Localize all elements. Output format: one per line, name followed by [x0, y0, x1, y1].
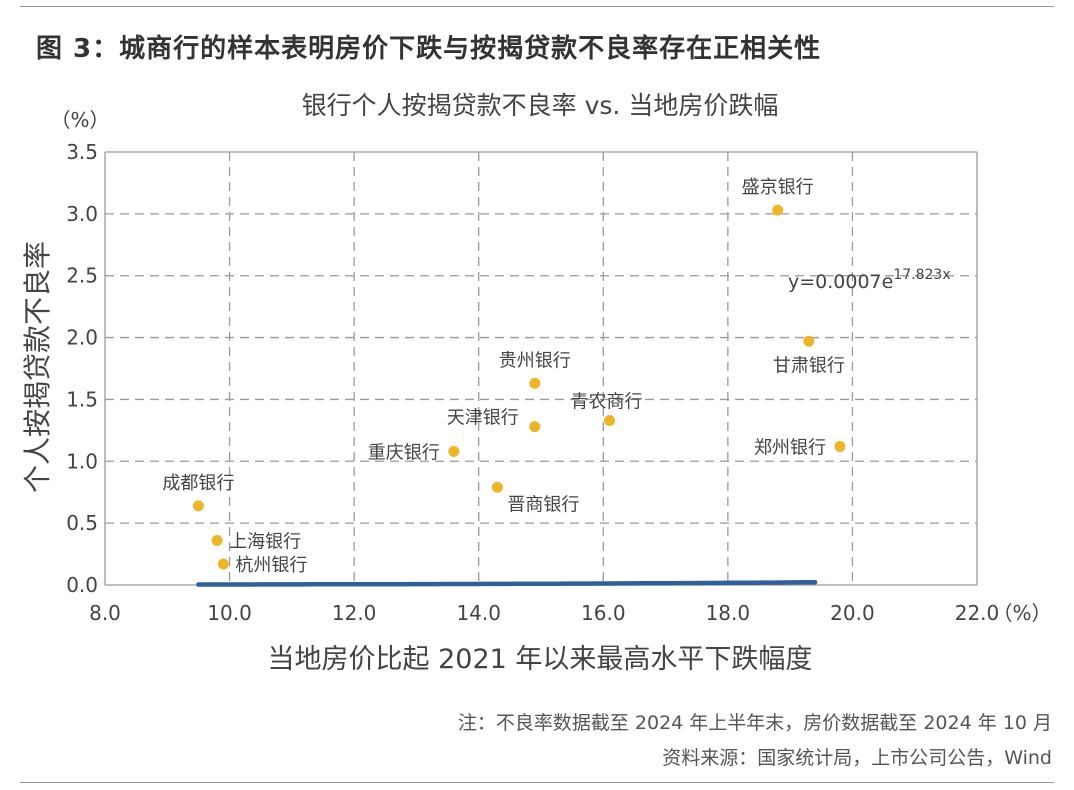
x-tick-label: 16.0	[581, 601, 626, 625]
y-axis-label: 个人按揭贷款不良率	[21, 241, 54, 493]
x-tick-label: 12.0	[332, 601, 377, 625]
bottom-rule	[20, 782, 1054, 783]
data-point	[604, 414, 616, 426]
tick-labels: 8.0 10.0 12.0 14.0 16.0 18.0 20.0 22.0 0.0 0.5 1.0…	[66, 140, 999, 625]
trendline-layer: y=0.0007e17.823x	[196, 267, 951, 587]
point-label: 盛京银行	[742, 177, 814, 198]
x-axis-label: 当地房价比起 2021 年以来最高水平下跌幅度	[268, 644, 813, 675]
point-label: 甘肃银行	[773, 355, 845, 376]
source-line: 资料来源：国家统计局，上市公司公告，Wind	[662, 747, 1052, 769]
x-tick-label: 14.0	[456, 601, 501, 625]
x-tick-label: 10.0	[207, 601, 252, 625]
data-point	[491, 481, 503, 493]
x-tick-label: 20.0	[830, 601, 875, 625]
y-tick-label: 2.0	[66, 326, 98, 350]
y-tick-label: 3.5	[66, 140, 98, 164]
x-tick-label: 8.0	[89, 601, 121, 625]
y-tick-label: 0.5	[66, 511, 98, 535]
point-label: 晋商银行	[507, 494, 579, 515]
data-point	[448, 445, 460, 457]
point-label: 上海银行	[229, 531, 301, 552]
point-label: 重庆银行	[368, 442, 440, 463]
figure-title: 图 3：城商行的样本表明房价下跌与按揭贷款不良率存在正相关性	[36, 34, 822, 64]
point-label: 贵州银行	[499, 350, 571, 371]
data-point	[192, 500, 204, 512]
data-point	[211, 534, 223, 546]
y-unit-label: （%）	[50, 108, 109, 132]
trendline-equation: y=0.0007e17.823x	[788, 267, 951, 293]
point-label: 杭州银行	[235, 555, 307, 576]
point-label: 天津银行	[447, 408, 519, 429]
grid-lines	[104, 151, 978, 586]
point-label: 郑州银行	[754, 437, 826, 458]
y-tick-label: 1.5	[66, 387, 98, 411]
y-tick-label: 3.0	[66, 202, 98, 226]
note-line: 注：不良率数据截至 2024 年上半年末，房价数据截至 2024 年 10 月	[457, 712, 1052, 734]
data-point	[772, 204, 784, 216]
data-point	[803, 335, 815, 347]
chart-title: 银行个人按揭贷款不良率 vs. 当地房价跌幅	[302, 91, 779, 120]
x-tick-label: 18.0	[706, 601, 751, 625]
point-label: 青农商行	[571, 391, 643, 412]
data-point	[529, 421, 541, 433]
data-point	[217, 558, 229, 570]
scatter-chart: 银行个人按揭贷款不良率 vs. 当地房价跌幅 （%） 个人按揭贷款不良率 （%）…	[21, 91, 1052, 675]
trendline	[196, 580, 818, 587]
top-rule	[20, 6, 1054, 7]
x-tick-label: 22.0	[955, 601, 1000, 625]
y-tick-label: 1.0	[66, 449, 98, 473]
y-tick-label: 2.5	[66, 264, 98, 288]
data-point	[529, 377, 541, 389]
point-label: 成都银行	[162, 473, 234, 494]
y-tick-label: 0.0	[66, 573, 98, 597]
x-unit-label: （%）	[992, 601, 1051, 625]
data-point	[834, 440, 846, 452]
